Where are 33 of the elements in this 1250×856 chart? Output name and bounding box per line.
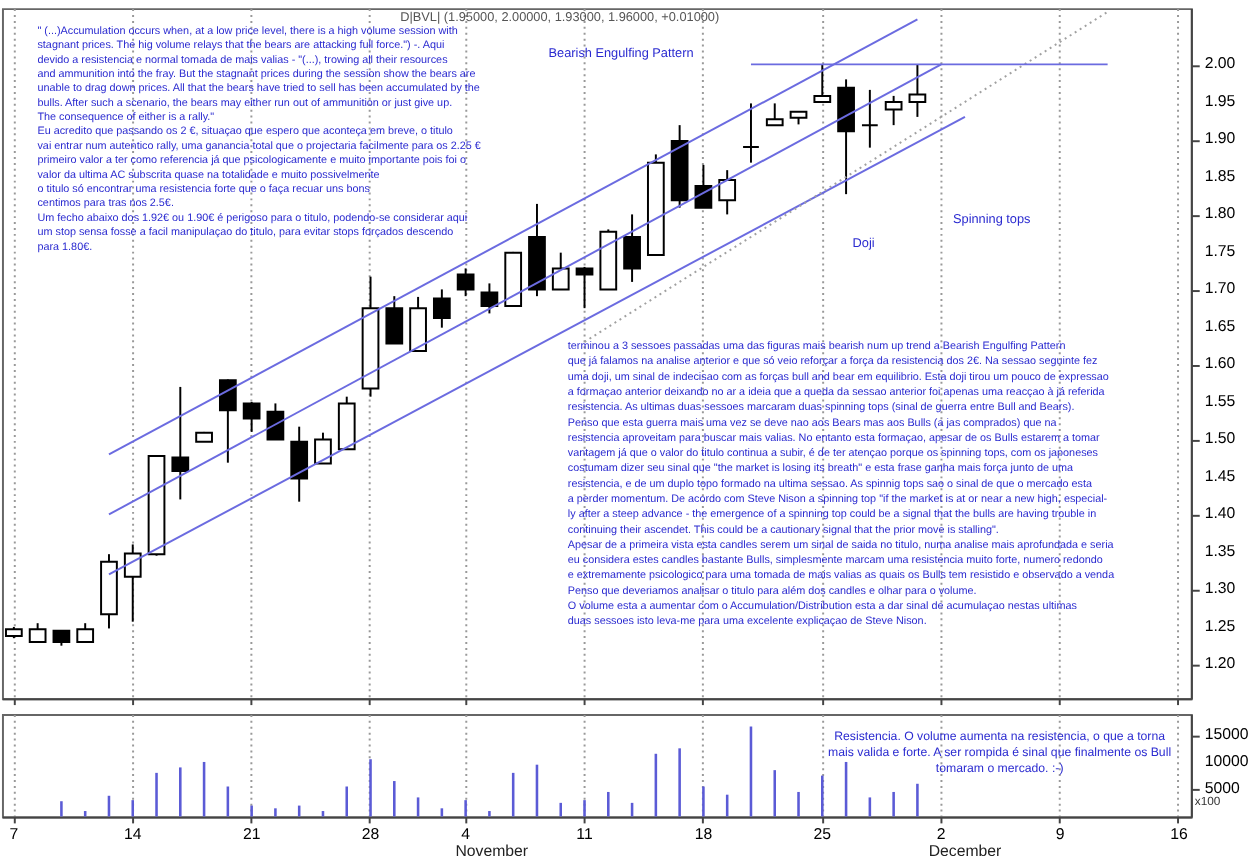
x-tick-label: 7 <box>9 825 19 844</box>
x-tick-label: 14 <box>123 825 143 844</box>
y-tick-label: 1.45 <box>1204 466 1237 485</box>
y-tick-label: 1.90 <box>1204 129 1237 148</box>
x-tick-label: 2 <box>936 825 946 844</box>
y-tick-label: 1.60 <box>1204 354 1237 373</box>
y-tick-label: 15000 <box>1204 724 1250 743</box>
x-tick-label: 25 <box>813 825 833 844</box>
y-tick-label: 1.30 <box>1204 579 1237 598</box>
y-tick-label: 1.25 <box>1204 616 1237 635</box>
y-tick-label: 1.55 <box>1204 391 1237 410</box>
y-tick-label: 1.20 <box>1204 654 1237 673</box>
y-tick-label: 1.80 <box>1204 204 1237 223</box>
y-tick-label: 1.65 <box>1204 316 1237 335</box>
y-tick-label: 1.85 <box>1204 166 1237 185</box>
text: December <box>928 841 1003 856</box>
y-tick-label: 1.70 <box>1204 279 1237 298</box>
x-tick-label: 16 <box>1170 825 1189 844</box>
x-tick-label: 9 <box>1055 825 1065 844</box>
y-tick-label: 1.95 <box>1204 91 1237 110</box>
y-tick-label: 1.40 <box>1204 504 1237 523</box>
x-tick-label: 4 <box>461 825 472 844</box>
x-tick-label: 18 <box>694 825 714 844</box>
text: November <box>455 841 529 856</box>
y-tick-label: 1.50 <box>1204 429 1237 448</box>
y-tick-label: 2.00 <box>1204 54 1237 73</box>
y-tick-label: 1.75 <box>1204 241 1237 260</box>
y-tick-label: 10000 <box>1204 751 1250 770</box>
x-tick-label: 21 <box>242 825 261 844</box>
x-tick-label: 11 <box>576 825 593 844</box>
y-tick-label: 5000 <box>1204 779 1241 798</box>
y-tick-label: 1.35 <box>1204 541 1237 560</box>
x-tick-label: 28 <box>361 825 381 844</box>
